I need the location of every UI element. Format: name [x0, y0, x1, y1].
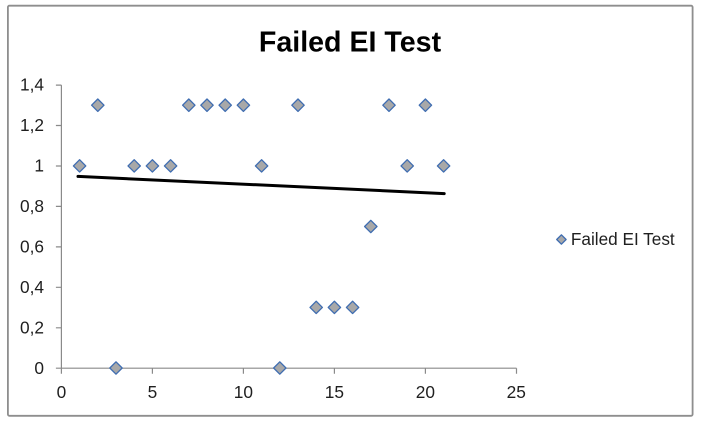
svg-text:10: 10	[234, 382, 253, 402]
svg-text:1,2: 1,2	[20, 115, 44, 135]
svg-text:Failed EI Test: Failed EI Test	[259, 27, 442, 59]
svg-text:0,6: 0,6	[20, 237, 44, 257]
svg-text:1: 1	[34, 156, 44, 176]
svg-text:0: 0	[34, 358, 44, 378]
svg-text:20: 20	[416, 382, 435, 402]
svg-text:5: 5	[148, 382, 158, 402]
svg-text:1,4: 1,4	[20, 75, 44, 95]
svg-text:0,4: 0,4	[20, 277, 44, 297]
svg-text:15: 15	[325, 382, 344, 402]
svg-text:0: 0	[57, 382, 67, 402]
svg-text:Failed EI Test: Failed EI Test	[571, 229, 675, 249]
svg-text:25: 25	[507, 382, 526, 402]
svg-text:0,8: 0,8	[20, 196, 44, 216]
svg-text:0,2: 0,2	[20, 317, 44, 337]
